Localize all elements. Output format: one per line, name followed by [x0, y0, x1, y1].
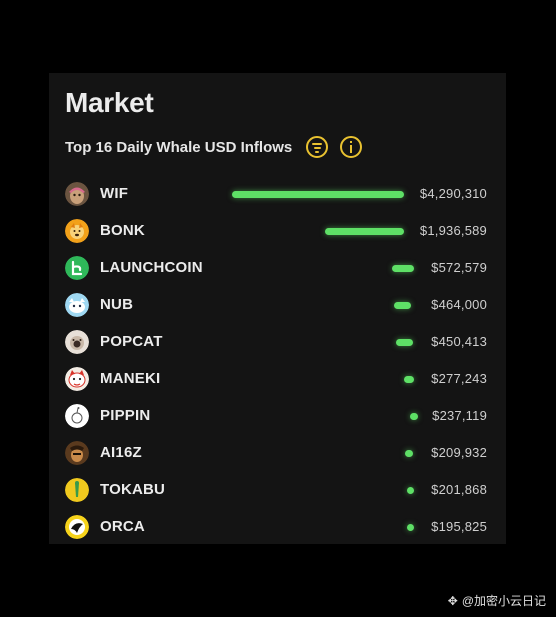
- inflow-bar: [407, 487, 414, 494]
- token-row[interactable]: NUB $464,000: [49, 287, 506, 324]
- inflow-amount: $277,243: [431, 371, 487, 386]
- token-name: WIF: [100, 185, 129, 202]
- watermark-icon: ✥: [447, 593, 458, 608]
- token-name: NUB: [100, 296, 134, 313]
- token-name: BONK: [100, 222, 145, 239]
- token-row[interactable]: AI16Z $209,932: [49, 435, 506, 472]
- token-row[interactable]: ORCA $195,825: [49, 509, 506, 544]
- wif-avatar-icon: [65, 182, 89, 206]
- orca-avatar-icon: [65, 515, 89, 539]
- inflow-amount: $450,413: [431, 334, 487, 349]
- token-name: POPCAT: [100, 333, 163, 350]
- launchcoin-avatar-icon: [65, 256, 89, 280]
- inflow-bar: [396, 339, 413, 346]
- inflow-amount: $209,932: [431, 445, 487, 460]
- token-row[interactable]: POPCAT $450,413: [49, 324, 506, 361]
- token-row[interactable]: MANEKI $277,243: [49, 361, 506, 398]
- inflow-amount: $572,579: [431, 260, 487, 275]
- ai16z-avatar-icon: [65, 441, 89, 465]
- watermark-text: @加密小云日记: [461, 594, 546, 608]
- market-panel: Market Top 16 Daily Whale USD Inflows: [49, 73, 506, 544]
- pippin-avatar-icon: [65, 404, 89, 428]
- inflow-bar: [392, 265, 414, 272]
- inflow-amount: $201,868: [431, 482, 487, 497]
- inflow-bar: [410, 413, 418, 420]
- popcat-avatar-icon: [65, 330, 89, 354]
- bonk-avatar-icon: [65, 219, 89, 243]
- inflow-bar: [405, 450, 413, 457]
- token-row[interactable]: LAUNCHCOIN $572,579: [49, 250, 506, 287]
- section-subtitle: Top 16 Daily Whale USD Inflows: [65, 138, 293, 156]
- token-row[interactable]: TOKABU $201,868: [49, 472, 506, 509]
- token-name: MANEKI: [100, 370, 161, 387]
- inflow-bar: [232, 191, 404, 198]
- inflow-amount: $237,119: [432, 408, 487, 423]
- filter-icon[interactable]: [306, 136, 329, 158]
- inflow-amount: $195,825: [431, 519, 487, 534]
- page-title: Market: [65, 87, 154, 118]
- tokabu-avatar-icon: [65, 478, 89, 502]
- nub-avatar-icon: [65, 293, 89, 317]
- token-name: ORCA: [100, 518, 145, 535]
- inflow-amount: $4,290,310: [419, 186, 487, 201]
- inflow-amount: $1,936,589: [419, 223, 487, 238]
- info-icon[interactable]: [340, 136, 363, 158]
- token-name: AI16Z: [100, 444, 142, 461]
- inflow-bar: [407, 524, 414, 531]
- inflow-amount: $464,000: [431, 297, 487, 312]
- token-name: TOKABU: [100, 481, 166, 498]
- watermark: ✥ @加密小云日记: [448, 592, 546, 609]
- inflow-bar: [325, 228, 404, 235]
- inflow-bar: [404, 376, 414, 383]
- token-row[interactable]: BONK $1,936,589: [49, 213, 506, 250]
- token-name: PIPPIN: [100, 407, 151, 424]
- token-row[interactable]: WIF $4,290,310: [49, 176, 506, 213]
- token-name: LAUNCHCOIN: [100, 259, 203, 276]
- inflow-bar: [394, 302, 411, 309]
- token-row[interactable]: PIPPIN $237,119: [49, 398, 506, 435]
- maneki-avatar-icon: [65, 367, 89, 391]
- subtitle-row: Top 16 Daily Whale USD Inflows: [65, 134, 363, 160]
